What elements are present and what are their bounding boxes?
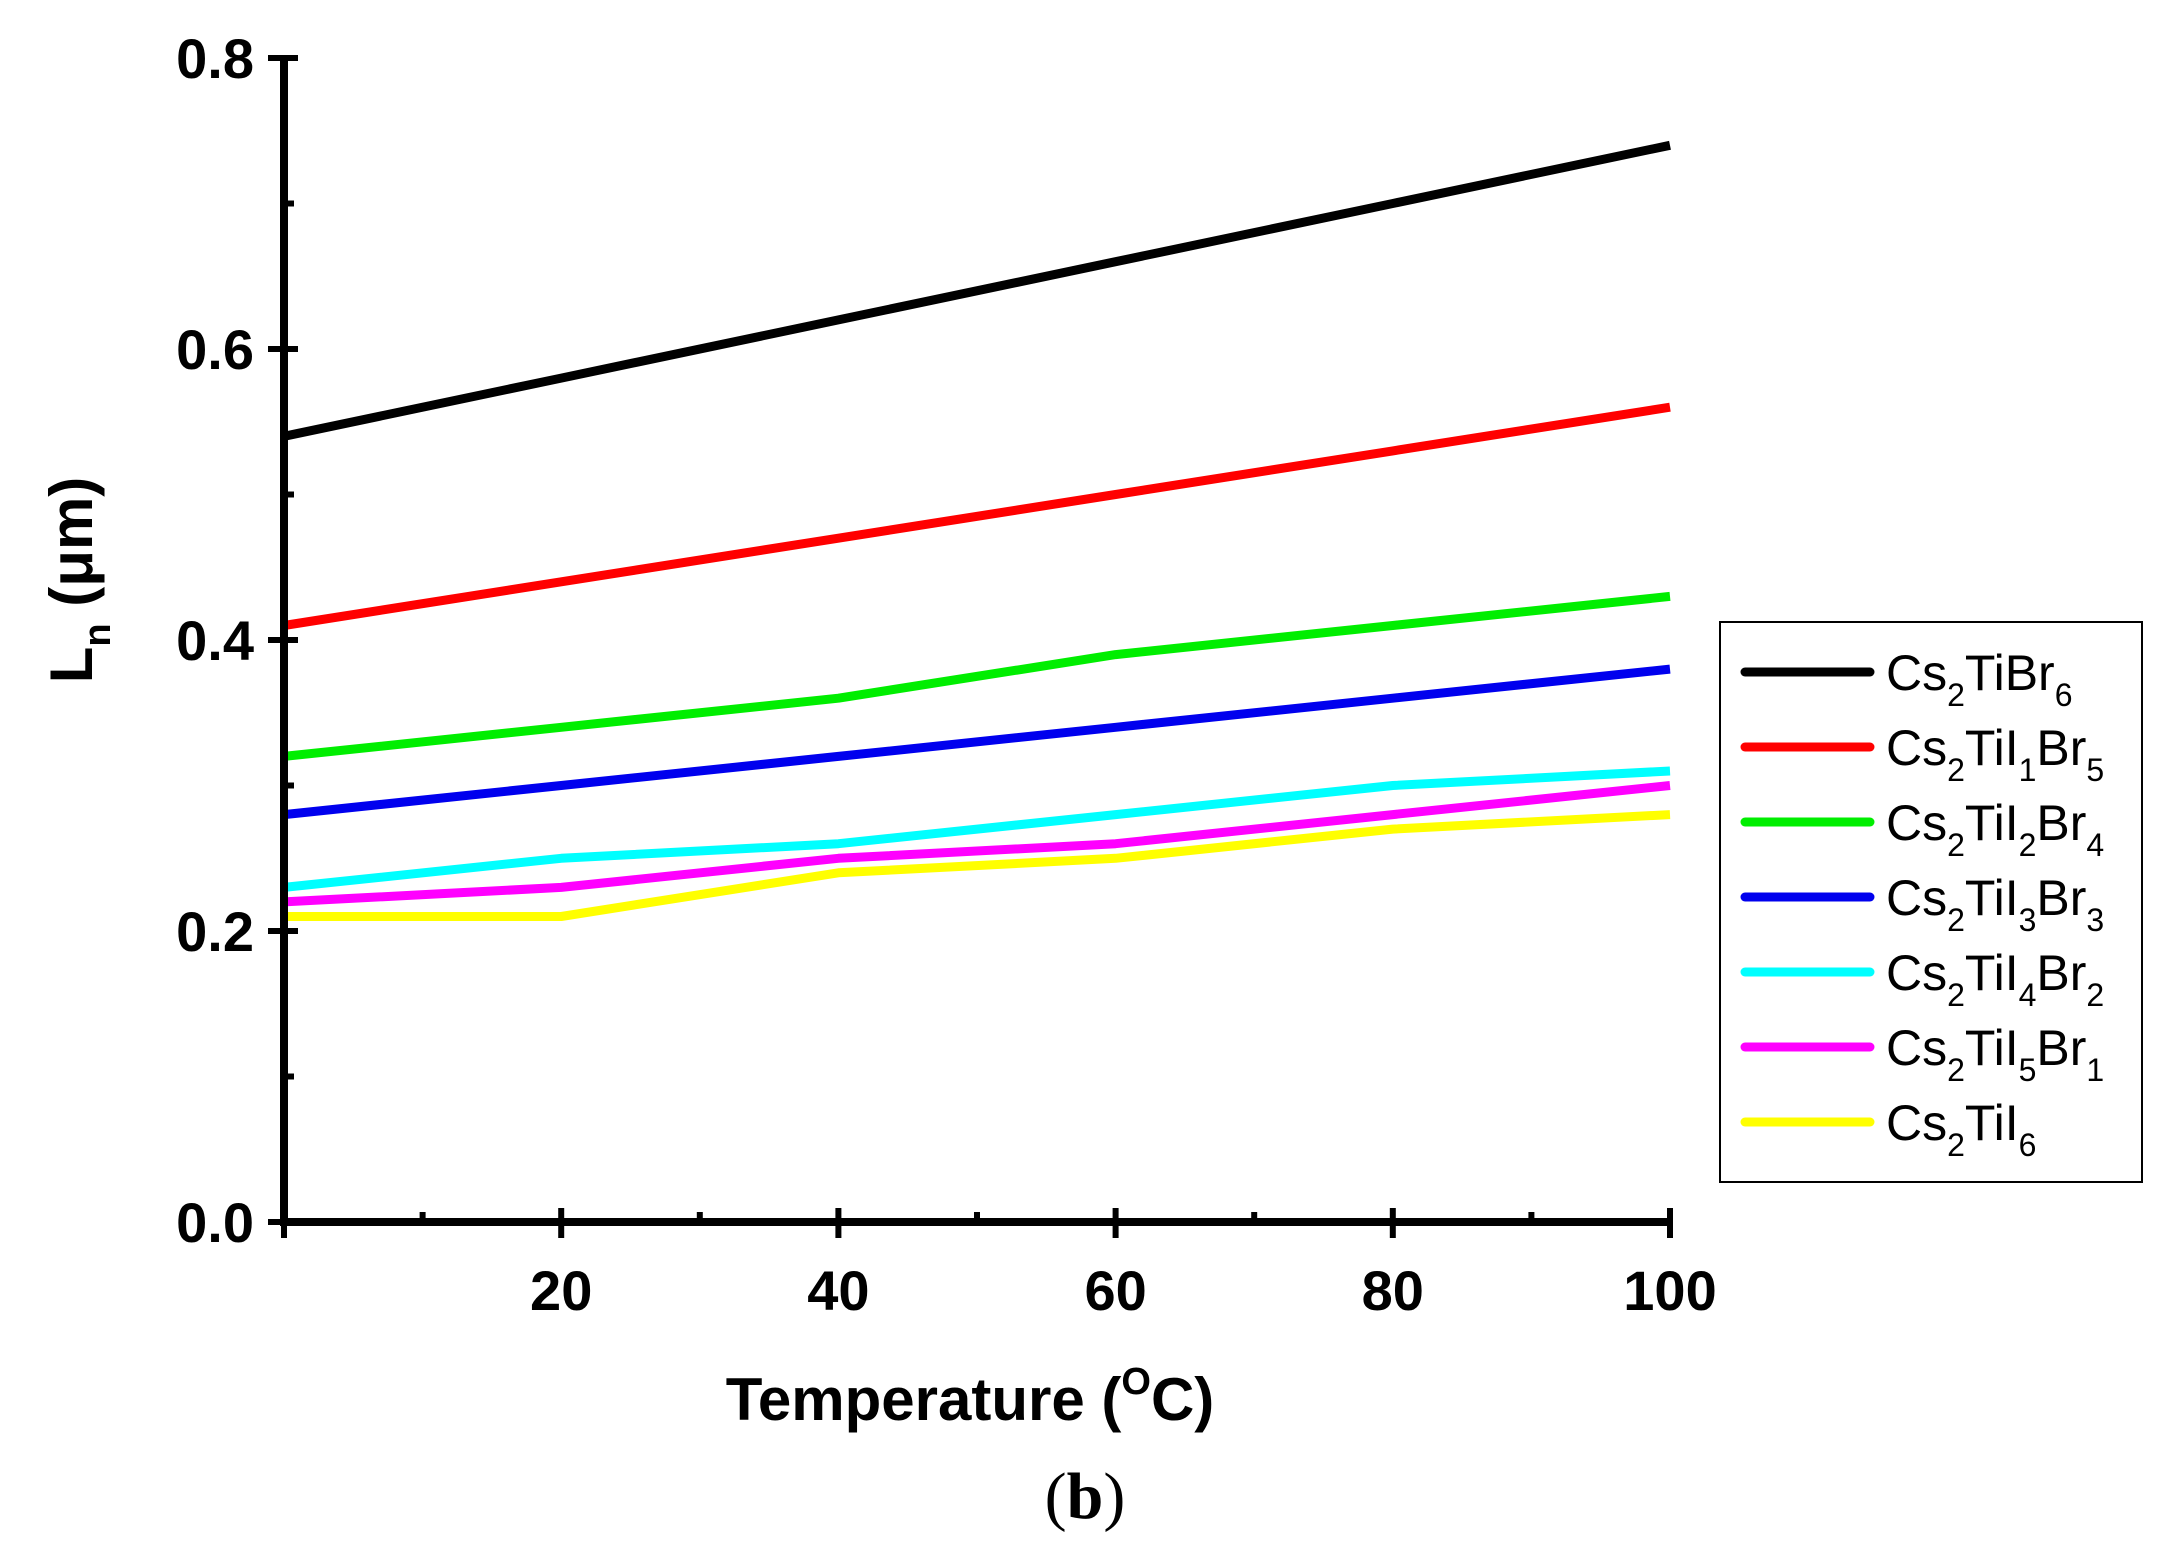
- x-axis-title-base: Temperature (: [726, 1366, 1122, 1433]
- x-tick-label: 80: [1362, 1259, 1424, 1322]
- series-line-Cs2TiI5Br1: [283, 781, 1671, 907]
- tick-labels: 0.0 0.2 0.4 0.6 0.8 20 40 60 80 100: [176, 27, 1717, 1322]
- legend: Cs2TiBr6 Cs2TiI1Br5 Cs2TiI2Br4 Cs2TiI3Br3 Cs…: [1719, 621, 2143, 1183]
- legend-label-Cs2TiI4Br2: Cs2TiI4Br2: [1886, 945, 2104, 1013]
- x-axis-title-sup: O: [1121, 1361, 1151, 1403]
- x-axis-title-tail: C): [1151, 1366, 1214, 1433]
- figure-caption: (b): [1045, 1460, 1126, 1533]
- caption-letter: b: [1067, 1460, 1104, 1533]
- series-line-Cs2TiBr6: [283, 140, 1671, 441]
- y-axis-title-sub: n: [77, 623, 119, 646]
- series-line-Cs2TiI3Br3: [283, 664, 1671, 820]
- legend-label-Cs2TiBr6: Cs2TiBr6: [1886, 645, 2073, 713]
- legend-label-Cs2TiI6: Cs2TiI6: [1886, 1095, 2036, 1163]
- y-axis-title: Ln (μm): [38, 477, 119, 684]
- x-tick-label: 20: [530, 1259, 592, 1322]
- axes: [268, 55, 1673, 1238]
- x-tick-label: 60: [1084, 1259, 1146, 1322]
- series-line-Cs2TiI4Br2: [283, 766, 1671, 892]
- series-line-Cs2TiI6: [284, 810, 1671, 921]
- x-tick-label: 40: [807, 1259, 869, 1322]
- caption-close: ): [1103, 1460, 1125, 1533]
- y-tick-label: 0.6: [176, 318, 254, 381]
- series-line-Cs2TiI2Br4: [283, 591, 1671, 761]
- y-tick-label: 0.0: [176, 1191, 254, 1254]
- x-axis-title: Temperature (OC): [726, 1361, 1215, 1433]
- y-axis-title-tail: (μm): [38, 477, 105, 624]
- x-tick-label: 100: [1623, 1259, 1716, 1322]
- legend-label-Cs2TiI2Br4: Cs2TiI2Br4: [1886, 795, 2104, 863]
- legend-box: [1719, 621, 2143, 1183]
- series-line-Cs2TiI1Br5: [283, 402, 1671, 630]
- y-tick-label: 0.8: [176, 27, 254, 90]
- y-tick-label: 0.2: [176, 900, 254, 963]
- y-tick-label: 0.4: [176, 609, 254, 672]
- y-axis-title-base: L: [38, 647, 105, 684]
- series-layer: [283, 140, 1671, 921]
- legend-label-Cs2TiI1Br5: Cs2TiI1Br5: [1886, 720, 2104, 788]
- legend-label-Cs2TiI5Br1: Cs2TiI5Br1: [1886, 1020, 2104, 1088]
- legend-label-Cs2TiI3Br3: Cs2TiI3Br3: [1886, 870, 2104, 938]
- caption-open: (: [1045, 1460, 1067, 1533]
